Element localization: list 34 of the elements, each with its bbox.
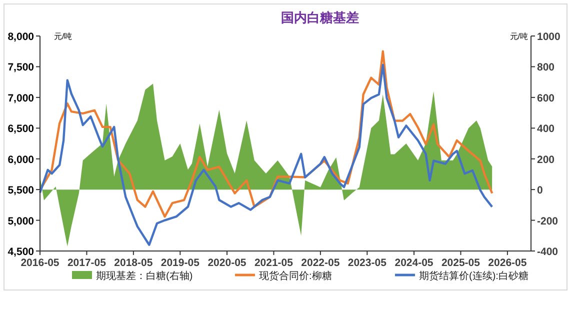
y-tick-label: 6,500	[8, 123, 34, 136]
x-tick-label: 2024-05	[394, 257, 434, 269]
y2-tick-label: 0	[537, 184, 543, 197]
y-axis-title: 元/吨	[54, 32, 72, 41]
x-tick-label: 2016-05	[20, 257, 60, 269]
x-tick-label: 2017-05	[67, 257, 106, 269]
y2-tick-label: -400	[537, 246, 558, 258]
y-tick-label: 5,500	[8, 184, 34, 197]
y2-tick-label: -200	[537, 215, 558, 228]
y-tick-label: 5,000	[8, 215, 34, 228]
y2-tick-label: 1000	[537, 31, 561, 43]
y2-tick-label: 400	[537, 123, 555, 136]
y-tick-label: 4,500	[8, 246, 34, 258]
y-tick-label: 8,000	[8, 31, 34, 43]
x-tick-label: 2019-05	[160, 257, 200, 269]
y2-tick-label: 600	[537, 92, 555, 104]
y2-tick-label: 200	[537, 154, 555, 166]
chart-title: 国内白糖基差	[281, 10, 359, 25]
y2-tick-label: 800	[537, 62, 555, 74]
legend-label: 期现基差：白糖(右轴)	[96, 270, 193, 282]
x-tick-label: 2018-05	[114, 257, 153, 269]
x-tick-label: 2026-05	[488, 257, 527, 269]
x-tick-label: 2023-05	[348, 257, 387, 269]
x-tick-label: 2021-05	[254, 257, 294, 269]
legend-label: 现货合同价:柳糖	[259, 270, 332, 282]
y-tick-label: 7,500	[8, 62, 34, 74]
y2-axis-title: 元/吨	[510, 32, 528, 41]
y-tick-label: 6,000	[8, 154, 34, 166]
x-tick-label: 2025-05	[441, 257, 480, 269]
y-tick-label: 7,000	[8, 92, 34, 104]
x-tick-label: 2022-05	[301, 257, 340, 269]
legend-label: 期货结算价(连续):白砂糖	[419, 270, 528, 282]
line-series	[38, 50, 494, 218]
x-tick-label: 2020-05	[208, 257, 246, 269]
